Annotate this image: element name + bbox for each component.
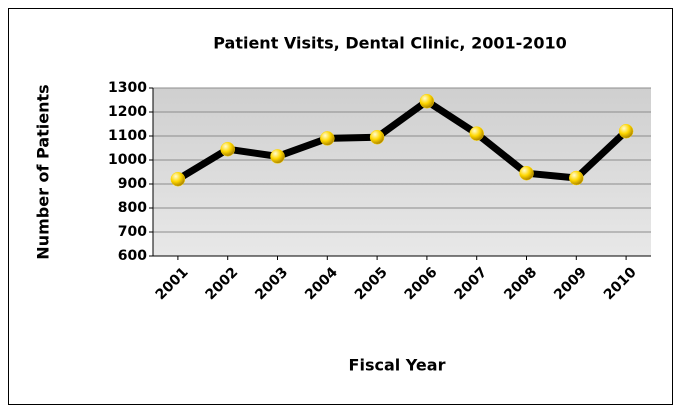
marker: [220, 141, 235, 157]
marker: [270, 149, 285, 164]
y-tick-label: 1000: [108, 152, 147, 168]
y-tick-label: 1200: [108, 104, 147, 120]
marker: [519, 165, 534, 181]
marker: [320, 131, 335, 146]
marker: [419, 93, 435, 109]
y-tick-label: 1100: [108, 128, 147, 144]
marker: [469, 126, 484, 141]
y-tick-label: 700: [118, 224, 147, 240]
y-tick-label: 1300: [108, 80, 147, 96]
line: [176, 97, 629, 183]
marker: [170, 171, 186, 187]
y-tick-label: 600: [118, 248, 147, 264]
x-axis-label: Fiscal Year: [349, 356, 446, 375]
y-tick-label: 800: [118, 200, 147, 216]
marker: [569, 170, 584, 186]
chart-title: Patient Visits, Dental Clinic, 2001-2010: [213, 34, 567, 53]
y-axis-label: Number of Patients: [34, 84, 53, 259]
y-tick-label: 900: [118, 176, 147, 192]
marker: [618, 123, 634, 139]
marker: [369, 129, 385, 145]
